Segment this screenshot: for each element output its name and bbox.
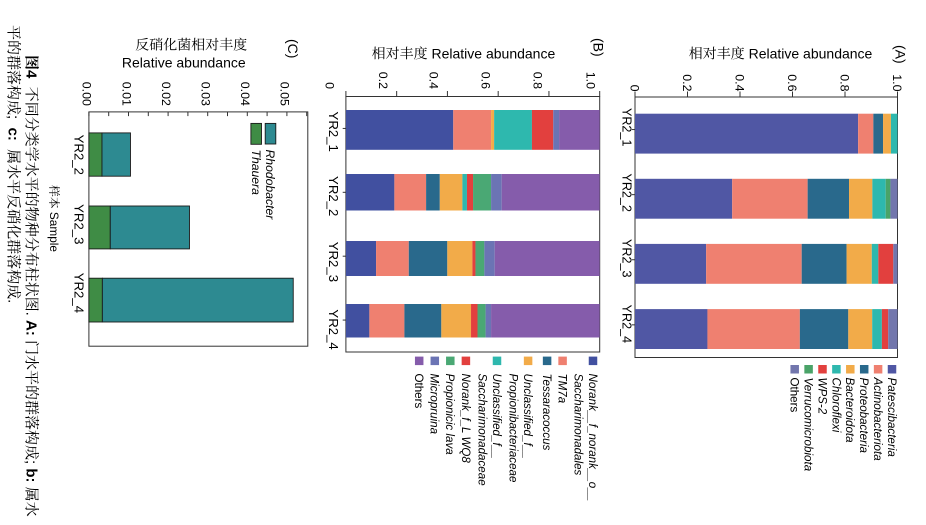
- svg-text:Saccharimonadales: Saccharimonadales: [571, 374, 584, 476]
- svg-text:YR2_3: YR2_3: [71, 204, 86, 244]
- svg-text:YR2_1: YR2_1: [619, 108, 633, 147]
- svg-text:c:: c:: [5, 128, 22, 150]
- svg-text:Relative abundance: Relative abundance: [122, 55, 246, 71]
- svg-text:0.05: 0.05: [278, 82, 292, 106]
- svg-text:Tessaracoccus: Tessaracoccus: [540, 374, 553, 451]
- svg-text:(C): (C): [285, 39, 301, 58]
- svg-text:1.0: 1.0: [890, 74, 904, 91]
- svg-text:YR2_3: YR2_3: [619, 239, 633, 278]
- svg-text:TM7a: TM7a: [556, 374, 569, 404]
- svg-text:1.0: 1.0: [584, 72, 598, 89]
- svg-text:YR2_2: YR2_2: [619, 173, 633, 212]
- svg-text:Propionicic lava: Propionicic lava: [443, 374, 456, 456]
- svg-text:Others: Others: [788, 378, 801, 413]
- svg-text:0.00: 0.00: [80, 82, 94, 106]
- svg-text:Verrucomicrobiota: Verrucomicrobiota: [802, 378, 815, 472]
- svg-text:0.04: 0.04: [238, 82, 252, 106]
- svg-text:0.6: 0.6: [479, 72, 493, 89]
- svg-text:4: 4: [23, 70, 40, 87]
- svg-text:YR2_2: YR2_2: [326, 176, 341, 216]
- svg-text:Unclassified_f__: Unclassified_f__: [490, 374, 503, 459]
- svg-text:0: 0: [628, 85, 642, 92]
- svg-text:Micropruina: Micropruina: [428, 374, 441, 435]
- svg-text:Unclassified_f__: Unclassified_f__: [521, 374, 534, 459]
- svg-text:Rhodobacter: Rhodobacter: [263, 150, 277, 221]
- svg-text:Relative abundance: Relative abundance: [428, 45, 556, 61]
- svg-text:Norank_f_L WQ8: Norank_f_L WQ8: [459, 374, 472, 464]
- svg-text:Norank__f_norank__o__: Norank__f_norank__o__: [586, 374, 599, 502]
- svg-text:0.03: 0.03: [199, 82, 213, 106]
- svg-text:Sample: Sample: [47, 209, 61, 253]
- svg-text:b:: b:: [23, 468, 40, 486]
- svg-text:Others: Others: [412, 374, 425, 409]
- svg-text:0.4: 0.4: [427, 72, 441, 89]
- svg-text:Actinobacteriota: Actinobacteriota: [871, 377, 884, 462]
- svg-text:(A): (A): [893, 45, 909, 64]
- svg-text:YR2_3: YR2_3: [326, 242, 341, 282]
- svg-text:YR2_1: YR2_1: [326, 112, 341, 152]
- svg-text:0.2: 0.2: [680, 74, 694, 91]
- svg-text:0.01: 0.01: [119, 82, 133, 106]
- svg-text:A:: A:: [23, 320, 40, 340]
- svg-text:0.8: 0.8: [838, 74, 852, 91]
- svg-text:0.02: 0.02: [159, 82, 173, 106]
- svg-text:Proteobacteria: Proteobacteria: [857, 378, 870, 454]
- svg-text:YR2_4: YR2_4: [326, 309, 341, 349]
- svg-text:0.8: 0.8: [530, 72, 544, 89]
- svg-text:Saccharimonadaceae: Saccharimonadaceae: [475, 374, 488, 487]
- svg-text:Thauera: Thauera: [249, 150, 263, 196]
- svg-text:0.2: 0.2: [376, 72, 390, 89]
- svg-text:YR2_4: YR2_4: [619, 305, 633, 344]
- svg-text:WPS-2: WPS-2: [815, 378, 828, 415]
- svg-text:0.6: 0.6: [785, 74, 799, 91]
- svg-text:Patescibacteria: Patescibacteria: [885, 378, 898, 458]
- svg-text:Propionibacteriaceae: Propionibacteriaceae: [507, 374, 520, 483]
- svg-text:0: 0: [323, 82, 337, 89]
- svg-text:0.4: 0.4: [733, 74, 747, 91]
- svg-text:Relative abundance: Relative abundance: [745, 45, 873, 61]
- svg-text:;: ;: [5, 115, 22, 128]
- svg-text:YR2_4: YR2_4: [71, 273, 86, 313]
- svg-text:;: ;: [23, 460, 40, 468]
- svg-text:YR2_2: YR2_2: [71, 135, 86, 175]
- svg-text:Chloroflexi: Chloroflexi: [829, 378, 842, 433]
- svg-text:.: .: [5, 299, 22, 303]
- svg-text:Bacteroidota: Bacteroidota: [843, 378, 856, 444]
- svg-text:.: .: [23, 312, 40, 320]
- svg-text:(B): (B): [591, 38, 607, 57]
